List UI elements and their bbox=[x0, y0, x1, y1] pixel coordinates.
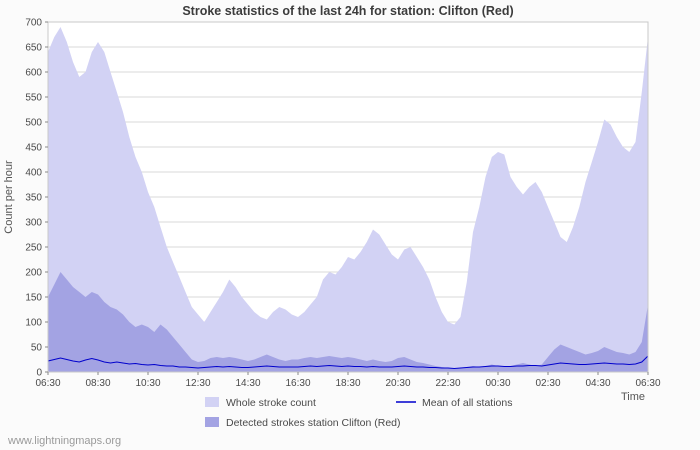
line-mean bbox=[47, 355, 649, 370]
legend-label-mean-of-all-stations: Mean of all stations bbox=[422, 397, 512, 409]
area-series bbox=[48, 27, 648, 372]
y-tick-label: 150 bbox=[25, 293, 42, 304]
x-tick-label: 02:30 bbox=[535, 378, 560, 389]
y-tick-label: 50 bbox=[31, 343, 43, 354]
y-axis-ticks: 0 50 100 150 200 250 300 350 400 450 500 550 600 650 7… bbox=[25, 18, 48, 379]
x-tick-label: 08:30 bbox=[85, 378, 110, 389]
y-tick-label: 650 bbox=[25, 43, 42, 54]
x-tick-label: 06:30 bbox=[35, 378, 60, 389]
x-tick-label: 10:30 bbox=[135, 378, 160, 389]
watermark: www.lightningmaps.org bbox=[7, 435, 121, 447]
x-tick-label: 22:30 bbox=[435, 378, 460, 389]
x-tick-label: 18:30 bbox=[335, 378, 360, 389]
x-tick-label: 14:30 bbox=[235, 378, 260, 389]
y-tick-label: 550 bbox=[25, 93, 42, 104]
y-tick-label: 400 bbox=[25, 168, 42, 179]
legend-swatch-detected-strokes bbox=[205, 417, 219, 427]
x-axis-label: Time bbox=[621, 391, 645, 403]
x-tick-label: 06:30 bbox=[635, 378, 660, 389]
area-detected bbox=[48, 272, 648, 372]
y-tick-label: 0 bbox=[36, 368, 42, 379]
x-tick-label: 20:30 bbox=[385, 378, 410, 389]
y-tick-label: 300 bbox=[25, 218, 42, 229]
y-tick-label: 700 bbox=[25, 18, 42, 29]
y-tick-label: 500 bbox=[25, 118, 42, 129]
y-tick-label: 600 bbox=[25, 68, 42, 79]
y-tick-label: 250 bbox=[25, 243, 42, 254]
y-tick-label: 200 bbox=[25, 268, 42, 279]
y-tick-label: 450 bbox=[25, 143, 42, 154]
chart-title: Stroke statistics of the last 24h for st… bbox=[182, 4, 513, 18]
area-whole bbox=[48, 27, 648, 372]
mean-line-series bbox=[47, 355, 649, 370]
x-axis-ticks: 06:30 08:30 10:30 12:30 14:30 16:30 18:30 20:30… bbox=[35, 372, 661, 389]
x-tick-label: 04:30 bbox=[585, 378, 610, 389]
x-tick-label: 12:30 bbox=[185, 378, 210, 389]
legend-label-whole-stroke-count: Whole stroke count bbox=[226, 397, 316, 409]
legend-swatch-whole-stroke-count bbox=[205, 397, 219, 407]
y-axis-label: Count per hour bbox=[3, 160, 15, 234]
y-tick-label: 350 bbox=[25, 193, 42, 204]
x-tick-label: 00:30 bbox=[485, 378, 510, 389]
chart-legend: Whole stroke count Mean of all stations … bbox=[205, 397, 512, 429]
y-tick-label: 100 bbox=[25, 318, 42, 329]
x-tick-label: 16:30 bbox=[285, 378, 310, 389]
legend-label-detected-strokes: Detected strokes station Clifton (Red) bbox=[226, 417, 401, 429]
